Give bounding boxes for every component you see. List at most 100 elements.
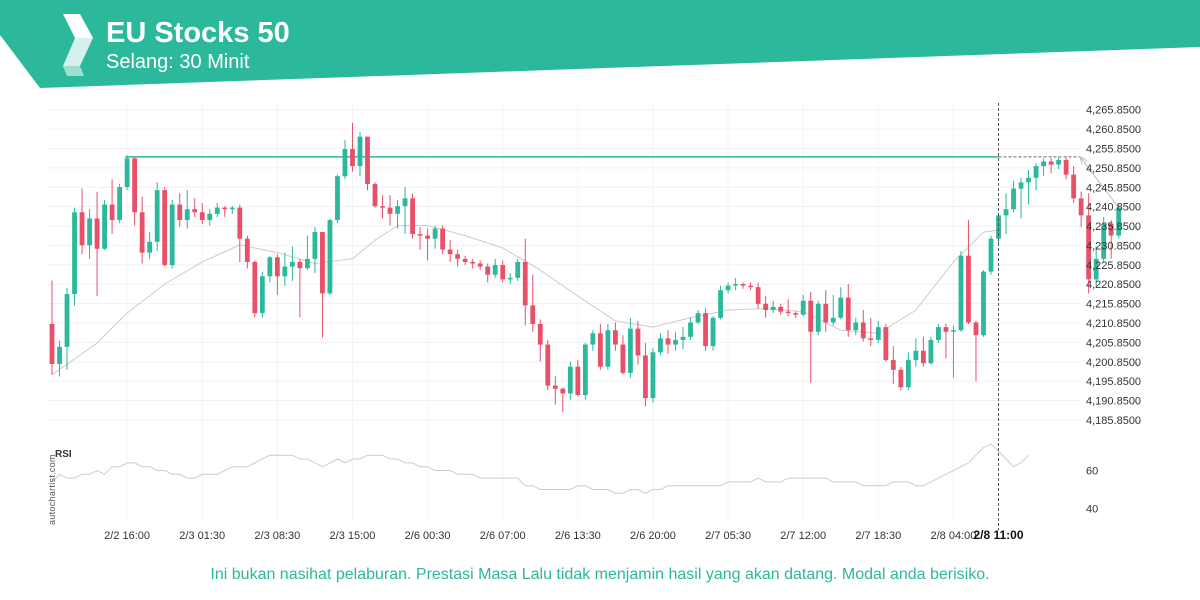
candle-body [680,336,686,340]
candle [87,209,92,259]
candle [297,258,303,318]
candle-body [372,183,378,207]
candle [199,202,205,224]
candle-body [838,297,844,318]
projection-arrow-head [1079,155,1088,165]
candle-body [973,322,979,336]
candle-body [207,213,213,221]
candle [282,252,288,286]
candle [470,258,476,269]
candle-body [1071,174,1077,199]
candle-body [582,344,588,395]
candle-body [342,149,348,177]
candle-body [703,313,708,347]
candle [259,271,265,318]
candle-body [425,235,430,239]
rsi-layer: 60 40 [51,443,1098,516]
candle [853,317,859,336]
candle [440,225,446,255]
candle [793,311,799,318]
candle [830,294,836,326]
candle [800,294,806,317]
candle [1086,193,1092,294]
candle [845,284,851,337]
candle-body [755,287,761,304]
candle-body [1056,159,1062,165]
candle [1003,193,1009,235]
candle-body [643,355,648,399]
candle [229,206,235,214]
candle-body [763,303,769,311]
candle-body [350,149,355,167]
candle [485,263,491,283]
candle-body [725,285,731,291]
candle-body [890,360,896,370]
candle [665,330,671,354]
candle-body [597,333,603,367]
candle-body [1003,209,1009,216]
candle-body [913,350,919,361]
candle-body [920,350,926,364]
candle [102,199,107,251]
candle-body [259,276,265,314]
rsi-tick-label: 40 [1086,504,1098,516]
candle [395,199,400,229]
watermark: autochartist.com [47,454,57,525]
candle [132,156,138,226]
candle-body [1078,198,1084,216]
rsi-tick-label: 60 [1086,465,1098,477]
candle-body [951,330,956,332]
candle-body [545,344,551,386]
candle [575,360,581,397]
candle [244,235,250,269]
candle-body [522,261,528,306]
candle-body [845,297,851,331]
x-tick-label: 2/6 13:30 [555,530,601,542]
candle [139,196,145,264]
candle [1048,158,1054,174]
candle [770,300,776,314]
resistance-layer [125,155,1120,208]
candle-body [785,311,791,314]
candle [387,195,393,226]
candle-body [868,338,874,340]
candle-body [830,317,836,323]
candle [447,240,453,262]
candle-body [740,284,746,286]
y-tick-label: 4,200.8500 [1086,357,1141,369]
candle-body [936,327,941,340]
candle-body [470,261,476,264]
candle-body [883,327,889,361]
candle-body [778,306,784,312]
candle [1093,246,1099,288]
candle [1071,166,1077,203]
y-tick-label: 4,195.8500 [1086,376,1141,388]
candle-body [748,285,754,288]
candle [425,228,430,261]
candle-body [282,266,288,277]
candle [1063,156,1069,180]
candle [274,254,280,295]
candle [462,255,468,266]
candle [823,290,829,332]
candle [755,282,761,309]
candle [109,179,115,235]
x-tick-label: 2/3 15:00 [330,530,376,542]
candle-body [650,352,656,399]
candle-body [57,346,62,364]
header-banner [0,0,1200,88]
chart-title: EU Stocks 50 [106,17,290,49]
header-banner-shape [0,0,1200,88]
candle [590,330,596,351]
candle [748,282,754,291]
candle [357,131,363,177]
candle-body [117,187,123,221]
candle [124,155,130,191]
candle [380,195,385,219]
candle [883,324,889,362]
y-tick-label: 4,215.8500 [1086,299,1141,311]
y-tick-label: 4,225.8500 [1086,260,1141,272]
candle-body [635,328,641,356]
x-highlight-label: 2/8 11:00 [973,528,1023,542]
y-tick-label: 4,255.8500 [1086,143,1141,155]
